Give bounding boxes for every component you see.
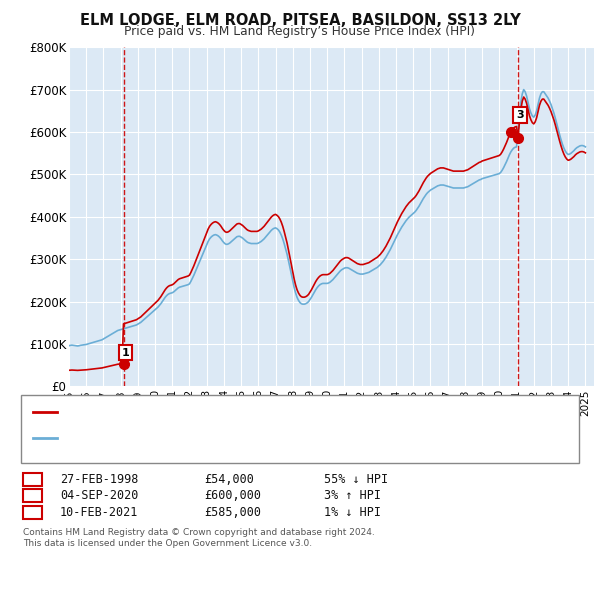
Text: This data is licensed under the Open Government Licence v3.0.: This data is licensed under the Open Gov… — [23, 539, 312, 548]
Text: 1: 1 — [122, 348, 130, 358]
Text: ELM LODGE, ELM ROAD, PITSEA, BASILDON, SS13 2LY (detached house): ELM LODGE, ELM ROAD, PITSEA, BASILDON, S… — [63, 407, 456, 417]
Text: HPI: Average price, detached house, Basildon: HPI: Average price, detached house, Basi… — [63, 433, 312, 443]
Text: £54,000: £54,000 — [204, 473, 254, 486]
Text: 1% ↓ HPI: 1% ↓ HPI — [324, 506, 381, 519]
Text: Price paid vs. HM Land Registry’s House Price Index (HPI): Price paid vs. HM Land Registry’s House … — [125, 25, 476, 38]
Text: £600,000: £600,000 — [204, 489, 261, 502]
Text: 2: 2 — [28, 489, 37, 502]
Text: 55% ↓ HPI: 55% ↓ HPI — [324, 473, 388, 486]
Text: 10-FEB-2021: 10-FEB-2021 — [60, 506, 139, 519]
Text: 04-SEP-2020: 04-SEP-2020 — [60, 489, 139, 502]
Text: 27-FEB-1998: 27-FEB-1998 — [60, 473, 139, 486]
Text: ELM LODGE, ELM ROAD, PITSEA, BASILDON, SS13 2LY: ELM LODGE, ELM ROAD, PITSEA, BASILDON, S… — [80, 13, 520, 28]
Text: 3% ↑ HPI: 3% ↑ HPI — [324, 489, 381, 502]
Text: 1: 1 — [28, 473, 37, 486]
Text: 3: 3 — [516, 110, 524, 120]
Text: £585,000: £585,000 — [204, 506, 261, 519]
Text: Contains HM Land Registry data © Crown copyright and database right 2024.: Contains HM Land Registry data © Crown c… — [23, 528, 374, 537]
Text: 3: 3 — [28, 506, 37, 519]
